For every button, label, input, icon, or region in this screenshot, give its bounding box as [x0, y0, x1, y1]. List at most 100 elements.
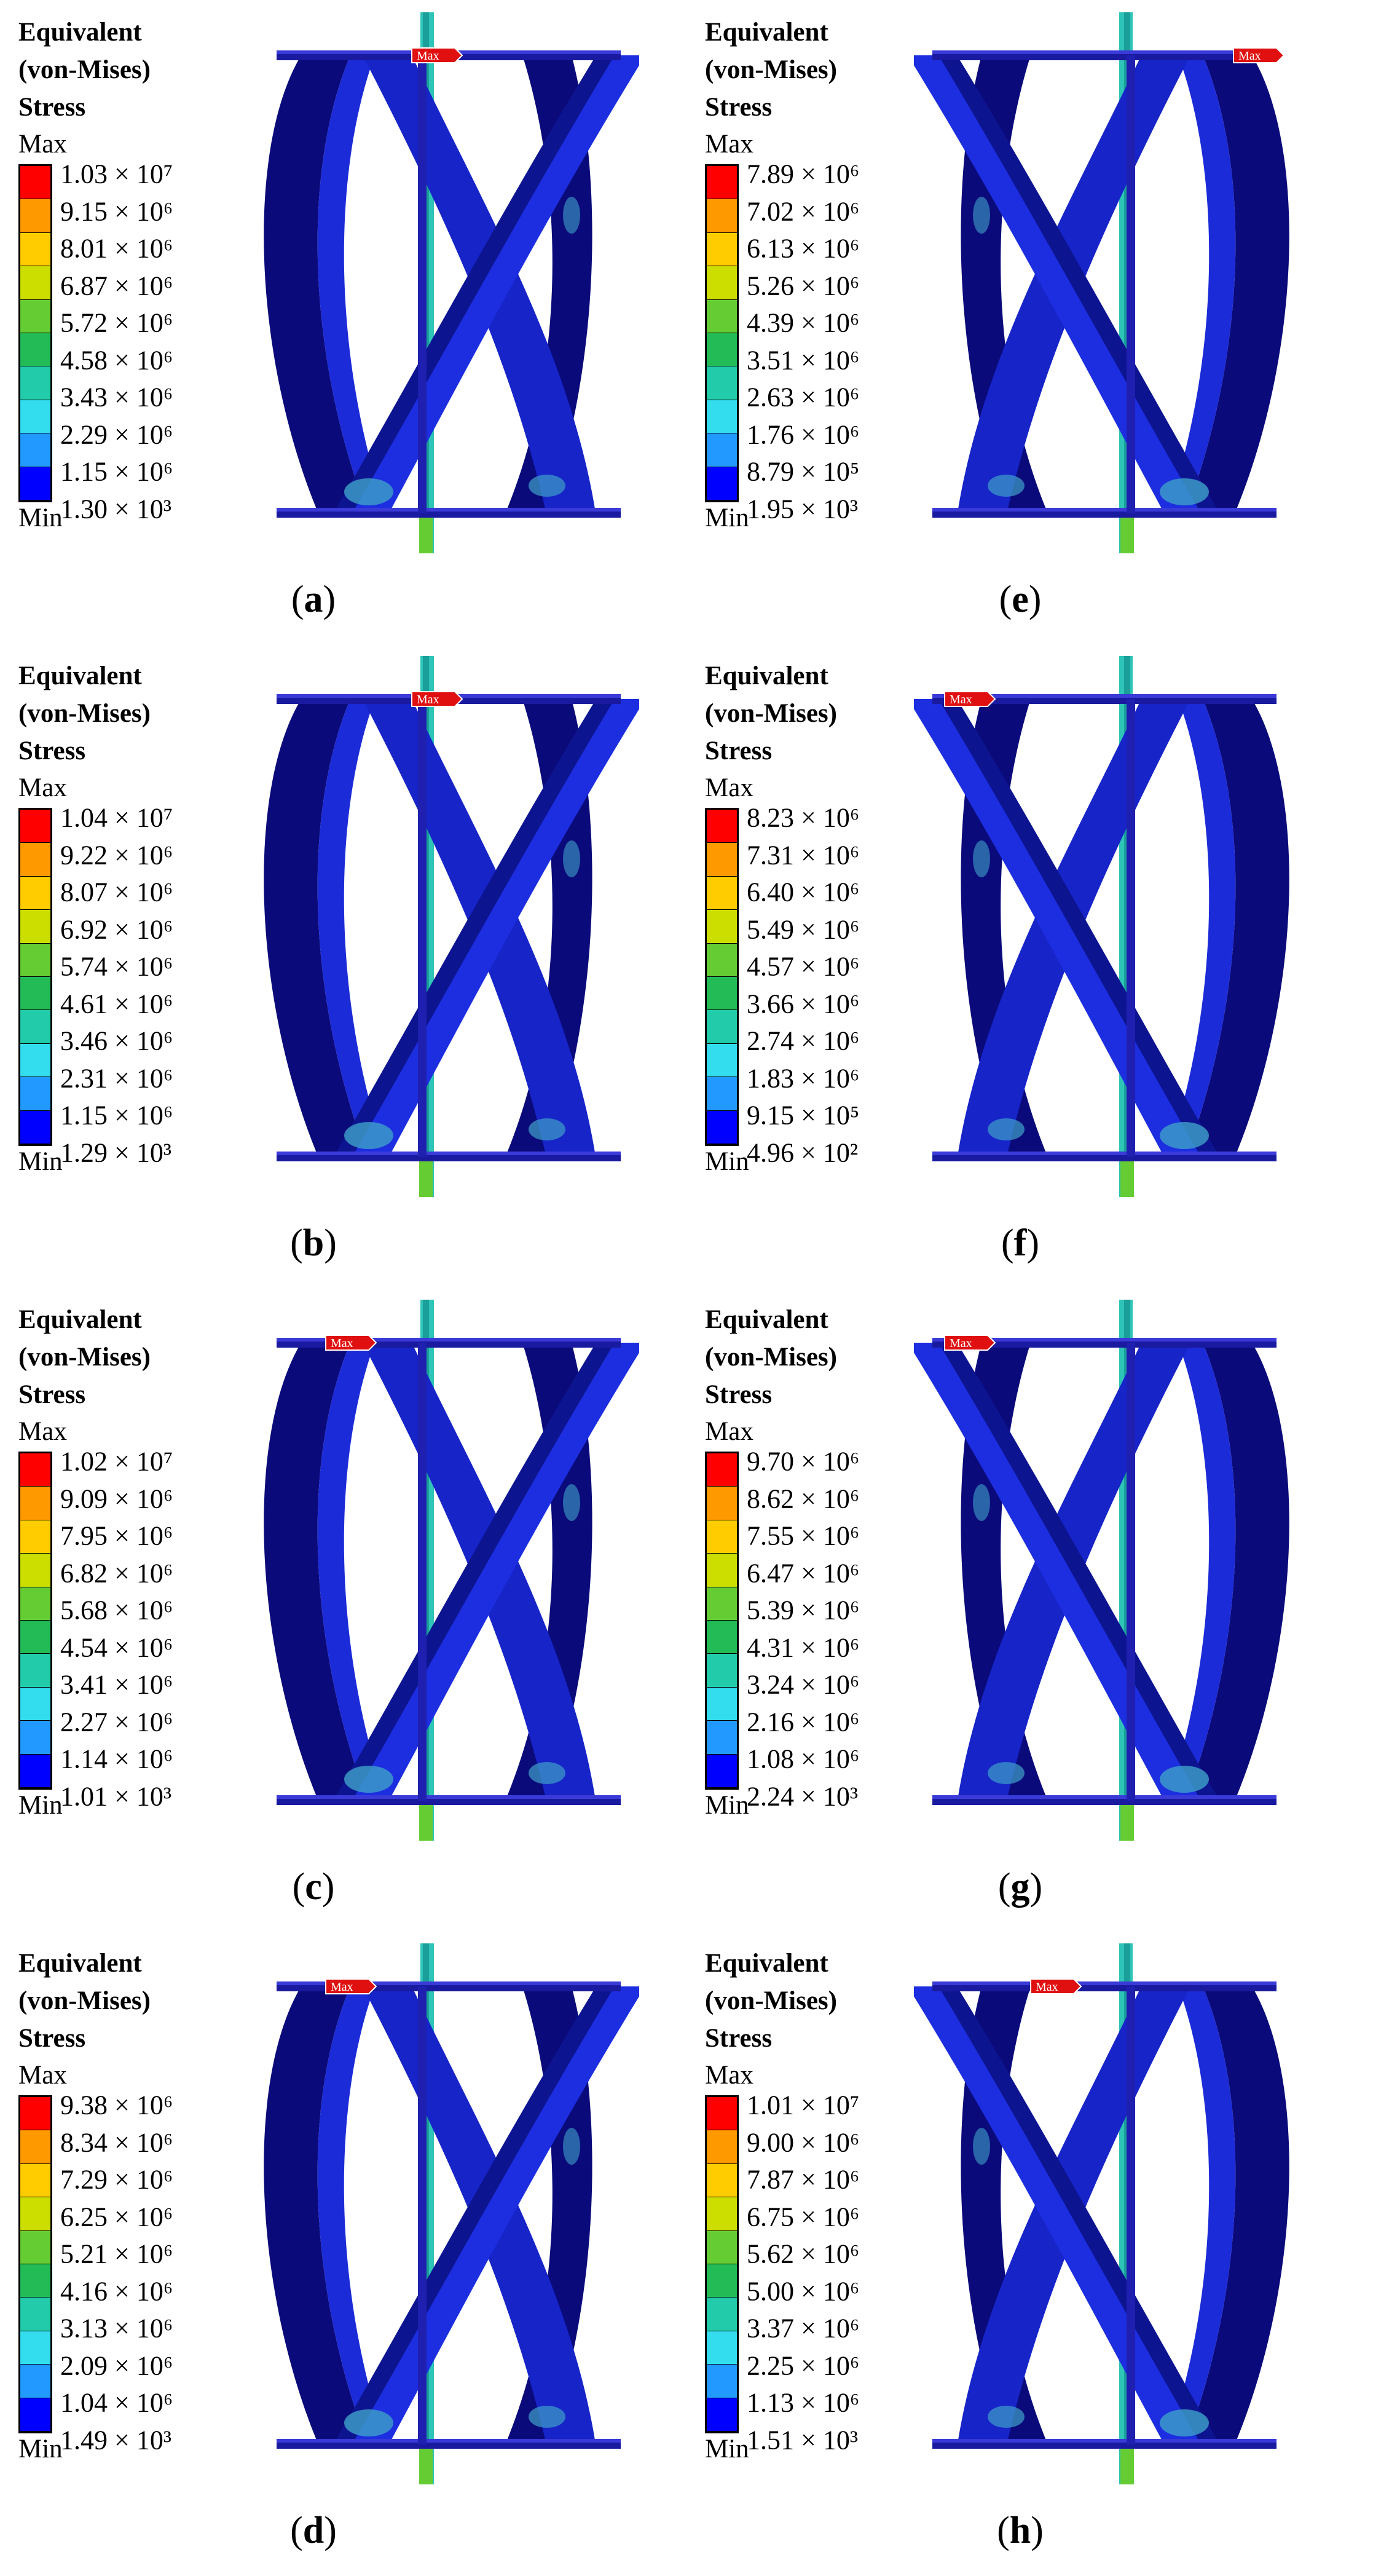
legend-title-line: (von-Mises)	[18, 1343, 151, 1372]
legend-color-segment	[707, 299, 737, 333]
legend-tick-label: 6.47 × 10⁶	[747, 1558, 860, 1588]
legend-color-segment	[20, 2365, 50, 2398]
legend-tick-label: 7.87 × 10⁶	[747, 2164, 860, 2195]
panel-caption-letter: a	[304, 579, 323, 620]
panel-caption: (f)	[1001, 1222, 1039, 1264]
max-marker: Max	[325, 1978, 377, 1994]
legend-color-segment	[707, 977, 737, 1011]
legend-color-segment	[707, 1010, 737, 1044]
legend-tick-label: 1.01 × 10³	[60, 1781, 172, 1811]
panel-caption: (h)	[997, 2510, 1044, 2551]
legend-tick-label: 2.09 × 10⁶	[60, 2350, 173, 2380]
panel-caption: (a)	[291, 579, 336, 620]
legend-tick-label: 9.22 × 10⁶	[60, 840, 173, 870]
legend-color-segment	[20, 843, 50, 877]
legend-title-line: Equivalent	[18, 1949, 142, 1978]
legend-color-segment	[20, 2130, 50, 2164]
legend-tick-label: 7.02 × 10⁶	[747, 196, 860, 226]
legend-tick-label: 4.58 × 10⁶	[60, 345, 173, 375]
legend-color-segment	[707, 910, 737, 944]
legend-color-segment	[20, 1587, 50, 1621]
turbine-stress-plot: Max	[264, 656, 639, 1197]
panel-h: Equivalent (von-Mises) Stress Max Min 1.01 × …	[686, 1931, 1373, 2575]
max-marker-label: Max	[1238, 49, 1261, 63]
legend-tick-label: 4.61 × 10⁶	[60, 989, 173, 1019]
max-marker: Max	[1233, 47, 1285, 63]
legend-tick-label: 3.51 × 10⁶	[747, 345, 860, 375]
legend-color-segment	[20, 1487, 50, 1520]
panel-caption: (b)	[290, 1222, 337, 1264]
legend-color-segment	[20, 2163, 50, 2198]
legend-title-line: Equivalent	[705, 662, 828, 690]
legend-tick-label: 6.75 × 10⁶	[747, 2202, 860, 2232]
legend-color-segment	[707, 1554, 737, 1587]
legend-colorbar	[705, 2095, 739, 2433]
legend-color-segment	[20, 1010, 50, 1044]
legend-color-segment	[20, 199, 50, 233]
legend-tick-label: 9.15 × 10⁵	[747, 1100, 860, 1131]
legend-tick-label: 2.31 × 10⁶	[60, 1063, 173, 1093]
legend-max-label: Max	[705, 2061, 753, 2090]
legend-title-line: Equivalent	[705, 18, 828, 47]
legend-tick-label: 1.04 × 10⁷	[60, 802, 173, 833]
legend-color-segment	[707, 232, 737, 267]
legend-color-segment	[707, 2331, 737, 2365]
legend-color-segment	[707, 1453, 737, 1487]
legend-color-segment	[20, 2097, 50, 2131]
legend-tick-label: 2.74 × 10⁶	[747, 1025, 860, 1056]
legend-title-line: Equivalent	[18, 18, 142, 47]
legend-max-label: Max	[18, 2061, 67, 2090]
legend-color-segment	[20, 366, 50, 400]
legend-title-line: (von-Mises)	[705, 1986, 837, 2015]
legend-title: Equivalent (von-Mises) Stress	[18, 1945, 151, 2057]
legend-tick-label: 6.13 × 10⁶	[747, 233, 860, 264]
legend-tick-label: 5.62 × 10⁶	[747, 2238, 860, 2269]
legend-color-segment	[707, 1520, 737, 1554]
legend-title: Equivalent (von-Mises) Stress	[18, 14, 151, 126]
max-marker-label: Max	[950, 693, 972, 706]
panel-e: Equivalent (von-Mises) Stress Max Min 7.89 × …	[686, 0, 1373, 644]
legend-tick-label: 1.30 × 10³	[60, 494, 172, 524]
legend-tick-label: 1.49 × 10³	[60, 2425, 172, 2455]
legend-tick-label: 1.13 × 10⁶	[747, 2387, 860, 2418]
legend-tick-label: 8.01 × 10⁶	[60, 233, 173, 264]
legend-tick-label: 5.49 × 10⁶	[747, 914, 860, 944]
legend-title-line: Stress	[18, 2024, 86, 2053]
max-marker: Max	[1030, 1978, 1082, 1994]
legend-title-line: (von-Mises)	[705, 699, 837, 728]
legend-color-segment	[707, 1654, 737, 1688]
panel-caption-letter: e	[1012, 579, 1029, 620]
legend-tick-label: 1.03 × 10⁷	[60, 159, 173, 189]
legend-color-segment	[707, 1587, 737, 1621]
legend-color-segment	[20, 1077, 50, 1111]
legend-color-segment	[20, 1621, 50, 1654]
legend-tick-label: 7.31 × 10⁶	[747, 840, 860, 870]
legend-tick-label: 4.54 × 10⁶	[60, 1632, 173, 1662]
legend-color-segment	[20, 266, 50, 300]
legend-title: Equivalent (von-Mises) Stress	[705, 657, 837, 770]
legend-min-label: Min	[18, 2435, 63, 2463]
legend-color-segment	[20, 1520, 50, 1554]
legend-tick-label: 2.63 × 10⁶	[747, 382, 860, 413]
legend-color-segment	[20, 2331, 50, 2365]
legend-color-segment	[20, 2297, 50, 2331]
legend-min-label: Min	[18, 1147, 63, 1176]
legend-tick-label: 7.89 × 10⁶	[747, 159, 860, 189]
legend-color-segment	[707, 1721, 737, 1755]
legend-title-line: Stress	[18, 93, 86, 122]
legend-title-line: (von-Mises)	[705, 1343, 837, 1372]
panel-c: Equivalent (von-Mises) Stress Max Min 1.02 × …	[0, 1287, 686, 1931]
legend-title-line: Stress	[18, 737, 86, 765]
legend-color-segment	[707, 2097, 737, 2131]
legend-color-segment	[20, 400, 50, 434]
legend-title-line: Equivalent	[18, 662, 142, 690]
legend-color-segment	[20, 1453, 50, 1487]
legend-tick-label: 4.31 × 10⁶	[747, 1632, 860, 1662]
legend-max-label: Max	[705, 773, 753, 802]
legend-tick-label: 9.38 × 10⁶	[60, 2090, 173, 2120]
legend-tick-label: 5.26 × 10⁶	[747, 271, 860, 301]
legend-color-segment	[20, 433, 50, 467]
legend-min-label: Min	[705, 1791, 749, 1820]
panel-caption-letter: c	[305, 1866, 322, 1908]
legend-color-segment	[707, 2398, 737, 2432]
